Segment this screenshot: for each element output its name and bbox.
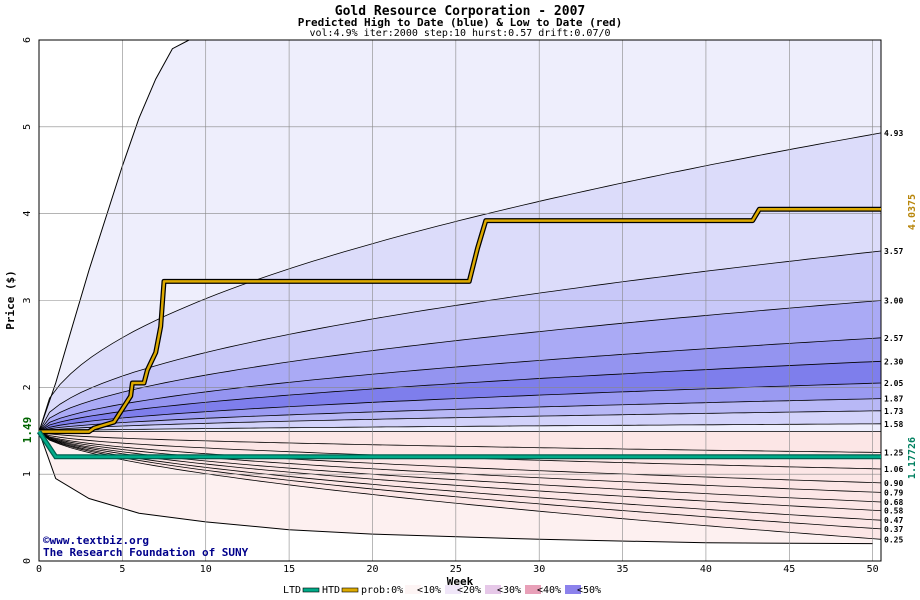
legend-swatch-6 bbox=[525, 585, 541, 594]
upper-band-edge-1.73 bbox=[38, 410, 882, 432]
upper-band-label-3.57: 3.57 bbox=[884, 247, 903, 256]
x-tick-20: 20 bbox=[366, 564, 378, 575]
lower-band-edge-0.25 bbox=[38, 431, 882, 540]
lower-band-label-1.25: 1.25 bbox=[884, 448, 903, 457]
upper-band-edge-3.57 bbox=[38, 250, 882, 432]
x-tick-0: 0 bbox=[36, 564, 42, 575]
x-tick-25: 25 bbox=[450, 564, 462, 575]
y-tick-2: 2 bbox=[22, 384, 33, 390]
x-tick-50: 50 bbox=[867, 564, 879, 575]
lower-band-label-0.79: 0.79 bbox=[884, 488, 903, 497]
legend-swatch-3 bbox=[405, 585, 421, 594]
lower-band-label-0.37: 0.37 bbox=[884, 525, 903, 534]
upper-band-edge-1.87 bbox=[38, 398, 882, 432]
upper-band-label-1.58: 1.58 bbox=[884, 420, 903, 429]
upper-band-label-3.00: 3.00 bbox=[884, 297, 903, 306]
lower-band-label-0.90: 0.90 bbox=[884, 479, 903, 488]
upper-band-edge-1.58 bbox=[38, 423, 882, 432]
legend-swatch-label-3: <10% bbox=[417, 585, 441, 596]
upper-band-label-2.57: 2.57 bbox=[884, 334, 903, 343]
legend-line-htd bbox=[341, 587, 359, 593]
y-tick-4: 4 bbox=[22, 211, 33, 217]
x-tick-45: 45 bbox=[783, 564, 795, 575]
legend-swatch-7 bbox=[565, 585, 581, 594]
outer-upper-line bbox=[38, 39, 190, 432]
start-price-label: 1.49 bbox=[21, 417, 34, 444]
upper-band-edge-2.57 bbox=[38, 337, 882, 432]
legend-prob-label: prob:0% bbox=[361, 585, 403, 596]
legend-swatch-label-7: <50% bbox=[577, 585, 601, 596]
upper-band-label-1.87: 1.87 bbox=[884, 395, 903, 404]
y-tick-6: 6 bbox=[22, 37, 33, 43]
x-tick-35: 35 bbox=[617, 564, 629, 575]
lower-band-edge-0.58 bbox=[38, 431, 882, 511]
lower-band-label-0.25: 0.25 bbox=[884, 535, 903, 544]
lower-band-label-1.06: 1.06 bbox=[884, 465, 903, 474]
upper-band-edge-2.30 bbox=[38, 360, 882, 432]
upper-band-label-4.93: 4.93 bbox=[884, 129, 903, 138]
credit-line-1: ©www.textbiz.org bbox=[43, 534, 149, 547]
upper-band-label-2.05: 2.05 bbox=[884, 379, 903, 388]
lower-band-label-0.47: 0.47 bbox=[884, 516, 903, 525]
lower-band-edge-0.37 bbox=[38, 431, 882, 530]
chart-title: Gold Resource Corporation - 2007 bbox=[335, 4, 585, 19]
upper-band-label-2.30: 2.30 bbox=[884, 357, 903, 366]
lower-band-edge-1.25 bbox=[38, 431, 882, 453]
lower-band-label-0.58: 0.58 bbox=[884, 507, 903, 516]
x-tick-10: 10 bbox=[200, 564, 212, 575]
x-tick-5: 5 bbox=[119, 564, 125, 575]
upper-band-edge-4.93 bbox=[38, 132, 882, 432]
lower-band-label-0.68: 0.68 bbox=[884, 498, 903, 507]
legend-swatch-5 bbox=[485, 585, 501, 594]
upper-band-1.58 bbox=[39, 423, 881, 432]
legend-label-htd: HTD bbox=[322, 585, 340, 596]
chart-subtitle: Predicted High to Date (blue) & Low to D… bbox=[298, 16, 623, 29]
y-tick-5: 5 bbox=[22, 124, 33, 130]
x-tick-15: 15 bbox=[283, 564, 295, 575]
lower-band-edge-0.47 bbox=[38, 431, 882, 521]
upper-band-label-1.73: 1.73 bbox=[884, 407, 903, 416]
legend-label-ltd: LTD bbox=[283, 585, 301, 596]
y-tick-0: 0 bbox=[22, 558, 33, 564]
upper-band-edge-3.00 bbox=[38, 300, 882, 432]
legend-swatch-4 bbox=[445, 585, 461, 594]
y-tick-1: 1 bbox=[22, 471, 33, 477]
x-axis-label: Week bbox=[447, 575, 474, 588]
htd-line bbox=[39, 208, 881, 433]
x-tick-30: 30 bbox=[533, 564, 545, 575]
high-end-label: 4.0375 bbox=[907, 194, 918, 230]
x-tick-40: 40 bbox=[700, 564, 712, 575]
y-tick-3: 3 bbox=[22, 297, 33, 303]
legend-swatch-label-4: <20% bbox=[457, 585, 481, 596]
y-axis-label: Price ($) bbox=[4, 270, 17, 330]
lower-band-edge-0.90 bbox=[38, 431, 882, 484]
legend: LTD HTD prob:0% <10% <20% <30% <40% <50% bbox=[283, 585, 601, 596]
ltd-line bbox=[37, 430, 881, 459]
legend-swatch-label-5: <30% bbox=[497, 585, 521, 596]
chart-params: vol:4.9% iter:2000 step:10 hurst:0.57 dr… bbox=[309, 28, 610, 39]
credit-line-2: The Research Foundation of SUNY bbox=[43, 546, 249, 559]
plot-frame bbox=[38, 39, 882, 562]
legend-swatch-label-6: <40% bbox=[537, 585, 561, 596]
low-end-label: 1.17726 bbox=[907, 437, 918, 479]
plot-area: 4.93 3.57 3.00 2.57 2.30 2.05 1.87 1.73 1.58 1.25… bbox=[22, 37, 903, 575]
legend-line-ltd bbox=[302, 587, 320, 593]
